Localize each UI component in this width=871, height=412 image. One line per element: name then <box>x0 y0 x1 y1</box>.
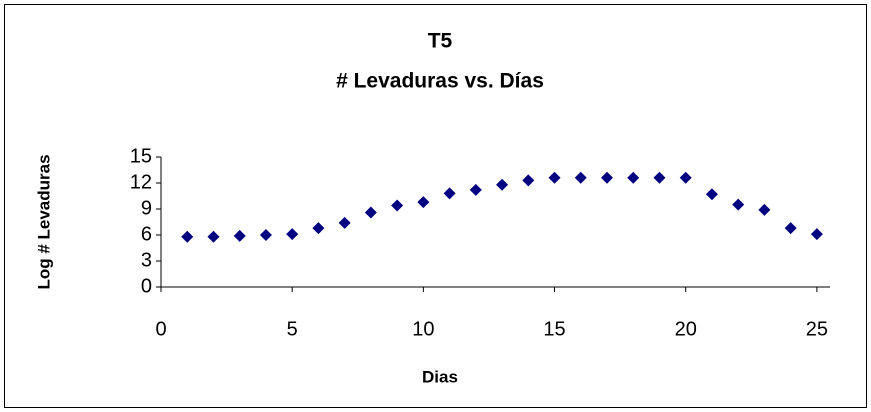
data-point <box>496 178 509 191</box>
data-point <box>679 171 692 184</box>
x-tick-label: 25 <box>806 318 828 340</box>
data-point <box>364 206 377 219</box>
chart-subtitle: # Levaduras vs. Días <box>336 70 544 93</box>
y-tick-label: 0 <box>141 275 152 297</box>
data-point <box>705 188 718 201</box>
data-point <box>338 216 351 229</box>
y-tick-label: 9 <box>141 197 152 219</box>
data-point <box>784 222 797 235</box>
data-point <box>601 171 613 184</box>
x-tick-label: 10 <box>412 318 434 340</box>
data-point <box>233 229 246 242</box>
data-point <box>522 174 535 187</box>
data-point <box>181 230 194 243</box>
data-point <box>758 203 771 216</box>
data-point <box>810 228 823 241</box>
data-point <box>469 183 482 196</box>
data-point <box>417 196 430 209</box>
data-point <box>207 230 220 243</box>
chart-frame <box>4 4 867 408</box>
y-tick-label: 3 <box>141 249 152 271</box>
y-axis-label: Log # Levaduras <box>34 154 53 289</box>
data-point <box>574 171 587 184</box>
x-tick-label: 20 <box>675 318 697 340</box>
data-point <box>653 171 666 184</box>
data-point <box>443 187 456 200</box>
data-point <box>286 228 299 241</box>
data-point <box>259 229 272 241</box>
x-axis-label: Dias <box>422 367 458 386</box>
data-point <box>732 198 745 211</box>
data-point <box>627 171 640 184</box>
data-point <box>312 222 325 235</box>
x-tick-label: 0 <box>155 318 166 340</box>
data-point <box>391 199 404 212</box>
y-tick-label: 6 <box>141 223 152 245</box>
y-tick-label: 12 <box>130 171 152 193</box>
data-point <box>548 171 561 184</box>
chart-title: T5 <box>428 30 453 53</box>
y-tick-label: 15 <box>130 145 152 167</box>
x-tick-label: 15 <box>543 318 565 340</box>
x-tick-label: 5 <box>287 318 298 340</box>
